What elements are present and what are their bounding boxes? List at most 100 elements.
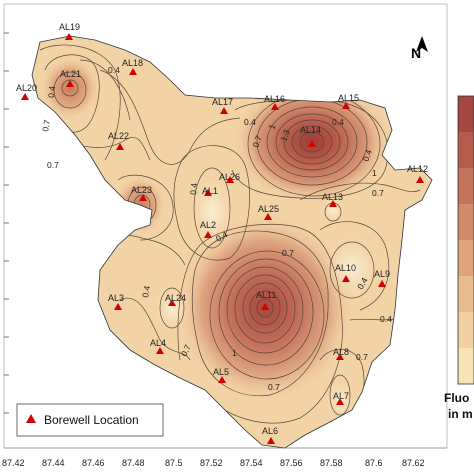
- well-AL26: AL26: [219, 172, 240, 183]
- svg-text:AL2: AL2: [200, 220, 216, 230]
- well-AL21: AL21: [60, 69, 81, 87]
- north-label: N: [411, 45, 421, 61]
- svg-text:AL13: AL13: [322, 192, 343, 202]
- contour-label: 0.7: [47, 160, 59, 170]
- borewell-legend-icon: [26, 414, 36, 423]
- well-AL7: AL7: [333, 391, 349, 405]
- contour-labels: 0.4 0.4 0.7 1 1.3 0.7 0.4 0.4 0.4 0.4 0.…: [40, 65, 392, 392]
- north-arrow: N: [411, 36, 428, 61]
- colorbar-swatch: [458, 96, 474, 132]
- x-tick-label: 87.52: [200, 458, 223, 468]
- contour-label: 0.4: [188, 182, 199, 195]
- well-AL17: AL17: [212, 97, 233, 114]
- contour-label: 1.3: [278, 128, 292, 143]
- svg-text:AL4: AL4: [150, 338, 166, 348]
- well-AL9: AL9: [374, 269, 390, 287]
- study-area-outline: [31, 35, 433, 449]
- svg-text:AL11: AL11: [256, 290, 276, 300]
- svg-text:AL10: AL10: [335, 263, 356, 273]
- svg-text:AL25: AL25: [258, 204, 279, 214]
- well-AL13: AL13: [322, 192, 343, 207]
- well-AL4: AL4: [150, 338, 166, 354]
- well-AL6: AL6: [262, 426, 278, 444]
- contour-label: 0.4: [108, 65, 120, 75]
- svg-text:AL14: AL14: [300, 125, 321, 135]
- svg-text:AL7: AL7: [333, 391, 349, 401]
- well-AL5: AL5: [213, 367, 229, 383]
- svg-text:AL12: AL12: [407, 164, 428, 174]
- x-tick-label: 87.54: [240, 458, 263, 468]
- x-tick-label: 87.62: [402, 458, 425, 468]
- x-tick-label: 87.46: [82, 458, 105, 468]
- well-AL14: AL14: [300, 125, 321, 147]
- legend-box: [16, 403, 164, 437]
- contour-label: 0.4: [380, 314, 392, 324]
- svg-text:AL9: AL9: [374, 269, 390, 279]
- well-AL16: AL16: [264, 94, 285, 110]
- colorbar-swatch: [458, 276, 474, 312]
- legend-label: Borewell Location: [44, 413, 139, 427]
- x-tick-label: 87.58: [320, 458, 343, 468]
- well-AL20: AL20: [16, 83, 37, 100]
- svg-text:AL15: AL15: [338, 93, 359, 103]
- contour-label: 0.4: [140, 285, 152, 299]
- contour-label: 0.7: [40, 119, 52, 133]
- svg-text:AL26: AL26: [219, 172, 240, 182]
- well-AL10: AL10: [335, 263, 356, 282]
- colorbar: Fluo in m: [444, 95, 474, 421]
- colorbar-title-line2: in m: [448, 407, 473, 421]
- svg-text:AL24: AL24: [165, 293, 186, 303]
- contour-label: 0.7: [250, 134, 264, 149]
- contour-label: 1: [266, 123, 277, 131]
- palespot-al10: [320, 232, 384, 304]
- x-tick-label: 87.44: [42, 458, 65, 468]
- x-axis: 87.42 87.44 87.46 87.48 87.5 87.52 87.54…: [2, 447, 447, 468]
- legend: Borewell Location: [16, 403, 164, 437]
- x-tick-label: 87.56: [280, 458, 303, 468]
- contour-label: 0.4: [244, 117, 256, 127]
- palespot-al1: [188, 170, 236, 254]
- x-tick-label: 87.42: [2, 458, 25, 468]
- palespot-al24: [152, 282, 192, 334]
- well-AL24: AL24: [165, 293, 186, 306]
- svg-text:AL6: AL6: [262, 426, 278, 436]
- svg-text:AL21: AL21: [60, 69, 81, 79]
- well-AL12: AL12: [407, 164, 428, 183]
- well-AL15: AL15: [338, 93, 359, 109]
- contour-label: 0.4: [46, 85, 57, 98]
- north-arrow-icon: [416, 36, 428, 52]
- svg-text:AL22: AL22: [108, 131, 129, 141]
- colorbar-title-line1: Fluo: [444, 391, 469, 405]
- svg-text:AL19: AL19: [59, 22, 80, 32]
- contour-label: 0.4: [360, 148, 374, 163]
- svg-text:AL18: AL18: [122, 58, 143, 68]
- well-AL23: AL23: [131, 185, 152, 201]
- x-tick-label: 87.5: [165, 458, 183, 468]
- contour-label: 0.7: [356, 352, 368, 362]
- svg-text:AL16: AL16: [264, 94, 285, 104]
- colorbar-swatch: [458, 168, 474, 204]
- x-tick-label: 87.6: [365, 458, 383, 468]
- contour-label: 0.7: [372, 188, 384, 198]
- contour-label: 1: [372, 168, 377, 178]
- well-AL2: AL2: [200, 220, 216, 238]
- colorbar-swatch: [458, 240, 474, 276]
- contour-label: 1: [232, 348, 237, 358]
- contour-label: 0.7: [282, 248, 294, 258]
- colorbar-swatch: [458, 132, 474, 168]
- contour-label: 0.4: [332, 117, 344, 127]
- well-AL8: AL8: [333, 347, 349, 360]
- y-axis-ticks: [4, 32, 9, 414]
- svg-text:AL8: AL8: [333, 347, 349, 357]
- well-AL11: AL11: [256, 290, 276, 310]
- contour-label: 0.7: [179, 343, 193, 358]
- svg-text:AL3: AL3: [108, 293, 124, 303]
- svg-text:AL23: AL23: [131, 185, 152, 195]
- well-AL25: AL25: [258, 204, 279, 220]
- well-AL22: AL22: [108, 131, 129, 150]
- well-AL3: AL3: [108, 293, 124, 310]
- colorbar-outline: [457, 95, 474, 385]
- svg-text:AL20: AL20: [16, 83, 37, 93]
- colorbar-swatch: [458, 312, 474, 348]
